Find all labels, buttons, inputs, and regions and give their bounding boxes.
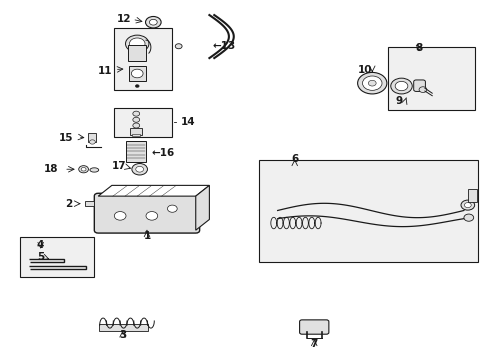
Bar	[88, 133, 96, 142]
Circle shape	[145, 17, 161, 28]
Circle shape	[149, 19, 157, 25]
Circle shape	[463, 214, 473, 221]
Circle shape	[464, 203, 470, 208]
Circle shape	[129, 38, 145, 49]
Text: ←16: ←16	[152, 148, 175, 158]
Bar	[387, 47, 474, 110]
Text: 5: 5	[37, 252, 44, 262]
Circle shape	[390, 78, 411, 94]
Bar	[126, 141, 146, 162]
Circle shape	[175, 44, 182, 49]
Polygon shape	[98, 185, 209, 196]
Text: 7: 7	[310, 339, 317, 349]
Bar	[84, 201, 94, 206]
Bar	[129, 66, 145, 81]
Circle shape	[81, 167, 86, 171]
Text: 4: 4	[37, 240, 44, 250]
Circle shape	[125, 35, 149, 52]
Text: 8: 8	[415, 43, 422, 53]
FancyBboxPatch shape	[299, 320, 328, 334]
Text: 15: 15	[58, 133, 73, 143]
Bar	[114, 108, 172, 137]
Text: 18: 18	[43, 164, 58, 174]
Circle shape	[133, 123, 140, 128]
Text: 12: 12	[117, 14, 131, 24]
Circle shape	[367, 80, 375, 86]
Bar	[132, 134, 140, 136]
Text: 9: 9	[395, 96, 402, 106]
Circle shape	[394, 81, 407, 91]
Text: 17: 17	[112, 161, 126, 171]
Polygon shape	[195, 185, 209, 230]
Circle shape	[418, 87, 426, 93]
Circle shape	[133, 117, 140, 122]
Circle shape	[135, 85, 139, 87]
Text: 3: 3	[119, 330, 126, 340]
Circle shape	[114, 212, 126, 220]
Bar	[467, 189, 476, 202]
Circle shape	[89, 140, 95, 144]
Text: 1: 1	[143, 231, 150, 240]
Ellipse shape	[90, 168, 99, 172]
Bar	[130, 129, 142, 135]
Text: 10: 10	[357, 64, 372, 75]
Circle shape	[167, 205, 177, 212]
Bar	[259, 160, 477, 262]
Text: 6: 6	[290, 154, 298, 164]
Bar	[20, 237, 94, 277]
FancyBboxPatch shape	[413, 80, 425, 91]
Text: 2: 2	[65, 199, 73, 210]
Text: 14: 14	[181, 117, 195, 127]
Circle shape	[136, 166, 143, 172]
Circle shape	[460, 200, 474, 210]
FancyBboxPatch shape	[94, 193, 199, 233]
Circle shape	[146, 212, 158, 220]
Circle shape	[133, 111, 140, 116]
Bar	[99, 324, 148, 330]
Circle shape	[362, 76, 381, 90]
Circle shape	[132, 163, 147, 175]
Circle shape	[79, 166, 88, 173]
Circle shape	[131, 69, 143, 78]
Text: ←13: ←13	[212, 41, 236, 50]
Bar	[128, 45, 146, 61]
Bar	[114, 28, 172, 90]
Circle shape	[357, 72, 386, 94]
Text: 11: 11	[97, 66, 112, 76]
